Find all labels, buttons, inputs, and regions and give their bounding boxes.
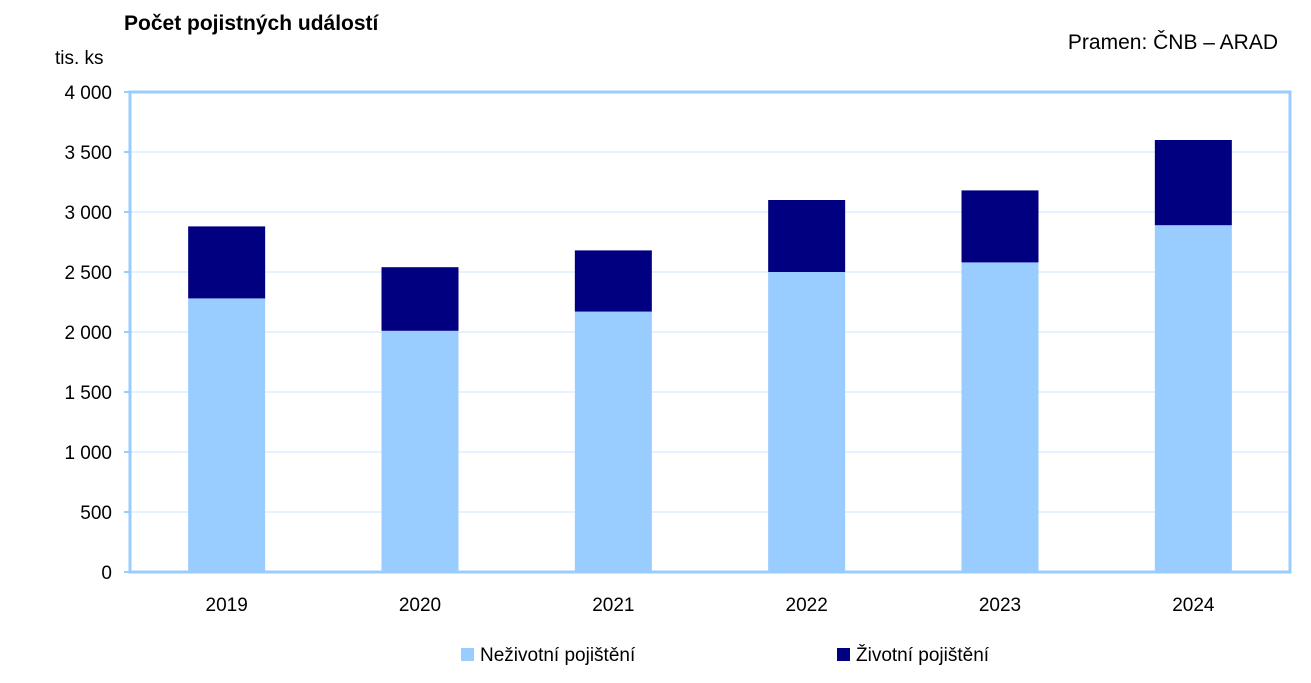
x-category-label: 2023	[979, 595, 1021, 616]
y-ticks: 0 500 1 000 1 500 2 000 2 500 3 000 3 500 4 000	[64, 83, 130, 584]
legend-label: Neživotní pojištění	[480, 645, 636, 666]
bar-segment	[381, 330, 459, 572]
y-tick-label: 3 500	[64, 143, 112, 164]
bar-segment	[574, 311, 652, 572]
x-category-label: 2022	[786, 595, 828, 616]
gridlines	[130, 151, 1290, 513]
bar-segment	[961, 262, 1039, 572]
x-category-label: 2020	[399, 595, 441, 616]
legend: Neživotní pojištění Životní pojištění	[461, 644, 990, 666]
legend-label: Životní pojištění	[856, 644, 990, 666]
x-category-label: 2021	[592, 595, 634, 616]
bar-segment	[1154, 225, 1232, 572]
x-category-label: 2019	[206, 595, 248, 616]
y-tick-label: 4 000	[64, 83, 112, 104]
chart-title: Počet pojistných událostí	[124, 12, 380, 35]
y-tick-label: 0	[101, 563, 112, 584]
y-tick-label: 2 000	[64, 323, 112, 344]
bar-segment	[768, 200, 846, 272]
bar-segment	[1154, 140, 1232, 226]
y-tick-label: 500	[80, 503, 112, 524]
x-category-label: 2024	[1172, 595, 1215, 616]
bar-segment	[961, 190, 1039, 263]
chart-source: Pramen: ČNB – ARAD	[1068, 31, 1278, 54]
bar-segment	[381, 267, 459, 331]
legend-swatch	[461, 648, 474, 661]
y-axis-unit-label: tis. ks	[55, 48, 104, 69]
bars	[188, 140, 1232, 572]
y-tick-label: 1 500	[64, 383, 112, 404]
y-tick-label: 2 500	[64, 263, 112, 284]
x-category-labels: 2019 2020 2021 2022 2023 2024	[206, 595, 1215, 616]
bar-segment	[188, 298, 266, 572]
bar-segment	[188, 226, 266, 299]
bar-segment	[574, 250, 652, 312]
legend-swatch	[837, 648, 850, 661]
bar-segment	[768, 272, 846, 572]
y-tick-label: 1 000	[64, 443, 112, 464]
y-tick-label: 3 000	[64, 203, 112, 224]
